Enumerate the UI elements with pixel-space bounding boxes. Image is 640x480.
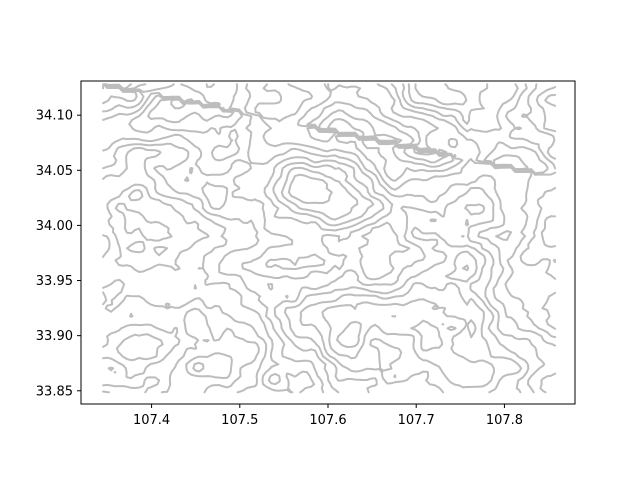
contour-line-level-4 [102,83,557,394]
x-tick-label: 107.7 [398,413,435,428]
plot-area [80,80,576,405]
contour-line-level-11 [287,173,457,352]
y-tick-label: 33.85 [36,384,73,399]
x-tick-label: 107.5 [221,413,258,428]
contour-lines [102,83,557,394]
y-tick-label: 34.10 [36,109,73,124]
x-tick-label: 107.4 [133,413,170,428]
contour-line-level-9 [105,83,523,394]
y-tick-label: 33.95 [36,274,73,289]
y-tick-label: 33.90 [36,329,73,344]
y-tick-label: 34.00 [36,219,73,234]
x-tick-label: 107.6 [309,413,346,428]
contour-line-level-10 [170,98,495,389]
y-tick-label: 34.05 [36,164,73,179]
x-axis: 107.4 107.5 107.6 107.7 107.8 [133,404,523,428]
x-tick-label: 107.8 [486,413,523,428]
y-axis: 33.85 33.90 33.95 34.00 34.05 34.10 [36,109,81,399]
